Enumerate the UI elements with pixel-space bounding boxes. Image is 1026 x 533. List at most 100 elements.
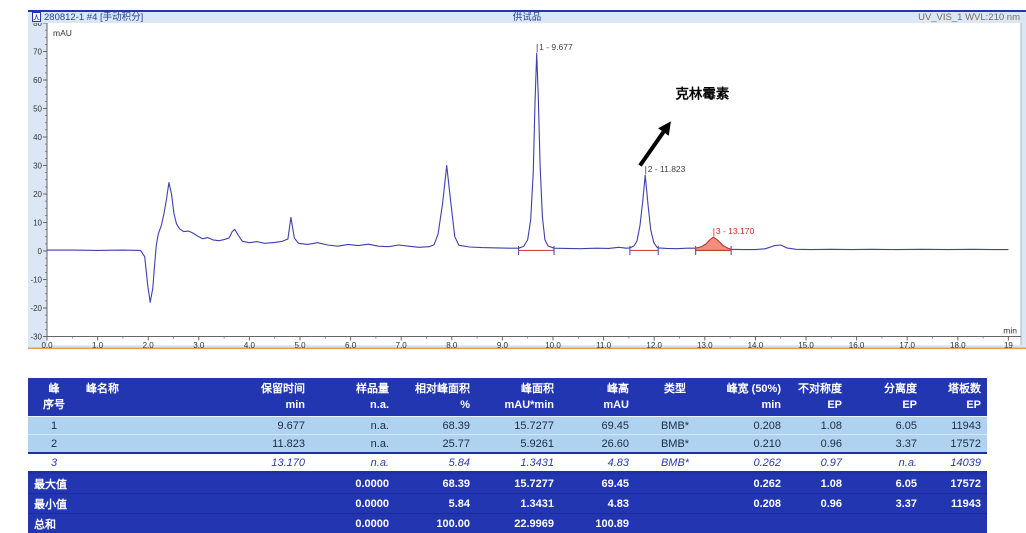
cell: 0.0000 <box>311 514 395 533</box>
chart-titlebar: 280812-1 #4 [手动积分] 供试品 UV_VIS_1 WVL:210 … <box>28 12 1026 23</box>
plot-background <box>47 23 1021 345</box>
chart-title: 供试品 <box>28 12 1026 23</box>
cell: 6.05 <box>848 417 923 435</box>
svg-text:2.0: 2.0 <box>143 341 155 350</box>
cell: 15.7277 <box>476 473 560 494</box>
column-header[interactable]: 类型 <box>635 378 715 417</box>
cell: 0.96 <box>787 435 848 454</box>
cell: 1.08 <box>787 417 848 435</box>
cell: 25.77 <box>395 435 476 454</box>
svg-text:15.0: 15.0 <box>798 341 814 350</box>
svg-text:16.0: 16.0 <box>849 341 865 350</box>
svg-text:14.0: 14.0 <box>748 341 764 350</box>
cell: 1.08 <box>787 473 848 494</box>
cell: 4.83 <box>560 494 635 514</box>
cell: 15.7277 <box>476 417 560 435</box>
svg-text:10: 10 <box>33 219 42 228</box>
cell: 69.45 <box>560 417 635 435</box>
cell: 100.00 <box>395 514 476 533</box>
cell <box>230 514 311 533</box>
summary-label: 总和 <box>28 514 230 533</box>
cell <box>715 514 787 533</box>
svg-text:7.0: 7.0 <box>396 341 408 350</box>
cell: 5.84 <box>395 453 476 473</box>
cell: 11943 <box>923 494 987 514</box>
cell: n.a. <box>311 417 395 435</box>
peak-label: 2 - 11.823 <box>648 164 686 174</box>
cell <box>787 514 848 533</box>
cell: 3 <box>28 453 80 473</box>
svg-text:18.0: 18.0 <box>950 341 966 350</box>
svg-text:3.0: 3.0 <box>193 341 205 350</box>
signal-label: UV_VIS_1 WVL:210 nm <box>918 12 1020 23</box>
cell <box>848 514 923 533</box>
cell <box>80 435 230 454</box>
svg-text:40: 40 <box>33 133 42 142</box>
cell <box>230 473 311 494</box>
svg-text:0: 0 <box>38 247 43 256</box>
x-axis-unit: min <box>1003 326 1017 336</box>
column-header[interactable]: 峰序号 <box>28 378 80 417</box>
cell: 11943 <box>923 417 987 435</box>
svg-text:20: 20 <box>33 190 42 199</box>
cell: 11.823 <box>230 435 311 454</box>
cell: 100.89 <box>560 514 635 533</box>
cell <box>80 417 230 435</box>
cell: BMB* <box>635 435 715 454</box>
cell: 9.677 <box>230 417 311 435</box>
column-header[interactable]: 峰名称 <box>80 378 230 417</box>
cell: 0.262 <box>715 453 787 473</box>
svg-text:80: 80 <box>33 23 42 28</box>
cell <box>635 514 715 533</box>
svg-text:11.0: 11.0 <box>596 341 612 350</box>
cell: 5.9261 <box>476 435 560 454</box>
cell: n.a. <box>311 435 395 454</box>
cell: 3.37 <box>848 435 923 454</box>
svg-text:70: 70 <box>33 48 42 57</box>
cell: 0.208 <box>715 494 787 514</box>
cell: 68.39 <box>395 473 476 494</box>
svg-text:-10: -10 <box>30 276 42 285</box>
cell: 3.37 <box>848 494 923 514</box>
cell: n.a. <box>848 453 923 473</box>
svg-text:10.0: 10.0 <box>545 341 561 350</box>
svg-text:5.0: 5.0 <box>294 341 306 350</box>
y-axis-unit: mAU <box>53 28 72 38</box>
svg-text:60: 60 <box>33 76 42 85</box>
peak-label: 3 - 13.170 <box>716 226 755 236</box>
cell: 2 <box>28 435 80 454</box>
cell <box>635 473 715 494</box>
cell: 1 <box>28 417 80 435</box>
svg-text:17.0: 17.0 <box>899 341 915 350</box>
cell: 0.96 <box>787 494 848 514</box>
cell: 4.83 <box>560 453 635 473</box>
annotation-text: 克林霉素 <box>675 86 729 102</box>
svg-text:8.0: 8.0 <box>446 341 458 350</box>
cell: 5.84 <box>395 494 476 514</box>
cell: 17572 <box>923 435 987 454</box>
cell: 0.97 <box>787 453 848 473</box>
column-header[interactable]: 峰宽 (50%)min <box>715 378 787 417</box>
cell <box>923 514 987 533</box>
summary-label: 最大值 <box>28 473 230 494</box>
column-header[interactable]: 相对峰面积% <box>395 378 476 417</box>
cell: 0.262 <box>715 473 787 494</box>
cell: BMB* <box>635 417 715 435</box>
cell <box>230 494 311 514</box>
cell: 1.3431 <box>476 453 560 473</box>
cell: 69.45 <box>560 473 635 494</box>
